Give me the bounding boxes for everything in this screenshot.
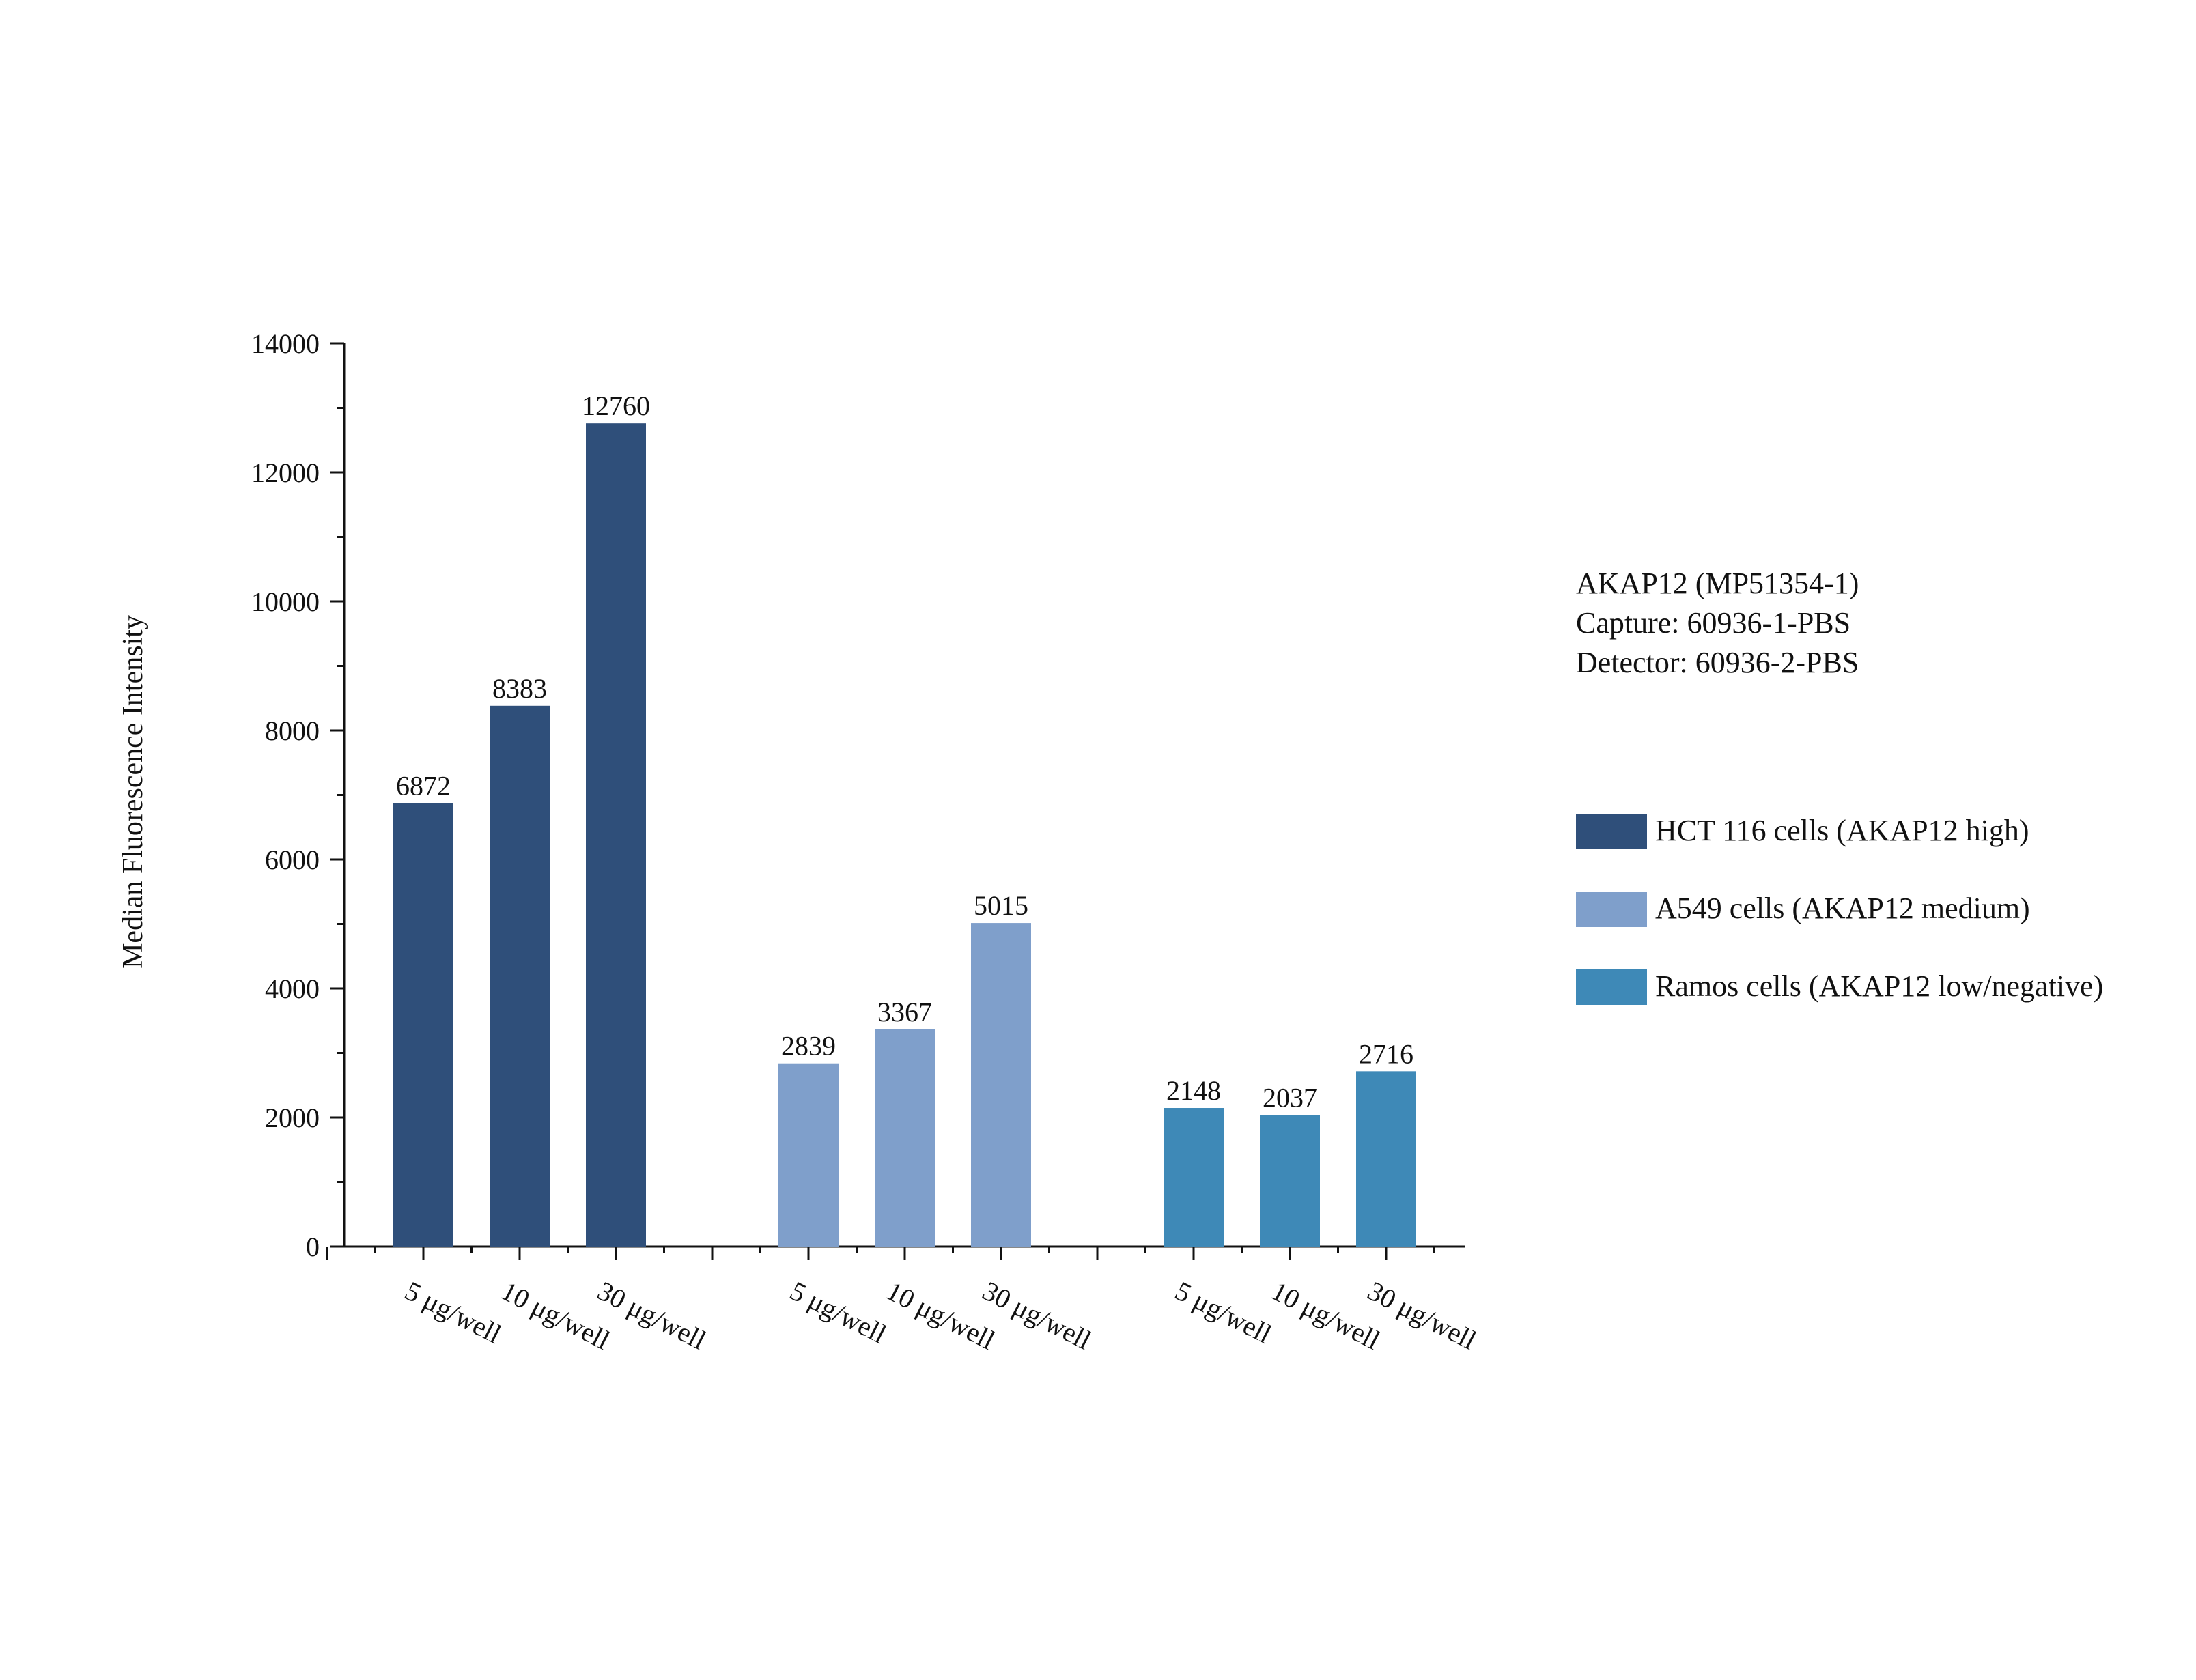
bar bbox=[586, 423, 646, 1247]
bar bbox=[1164, 1108, 1224, 1247]
bar bbox=[1260, 1115, 1320, 1247]
y-tick-label: 6000 bbox=[265, 844, 320, 875]
annotation-line: AKAP12 (MP51354-1) bbox=[1576, 567, 1859, 600]
y-tick-label: 14000 bbox=[251, 328, 320, 359]
x-tick-label: 30 μg/well bbox=[1363, 1275, 1481, 1356]
legend-label: A549 cells (AKAP12 medium) bbox=[1655, 892, 2030, 925]
y-tick-label: 2000 bbox=[265, 1102, 320, 1133]
y-tick-label: 0 bbox=[306, 1231, 320, 1262]
bars bbox=[393, 423, 1416, 1247]
x-tick-label: 5 μg/well bbox=[785, 1275, 891, 1350]
legend-swatch bbox=[1576, 892, 1647, 927]
x-tick-label: 10 μg/well bbox=[882, 1275, 1000, 1356]
legend-label: Ramos cells (AKAP12 low/negative) bbox=[1655, 969, 2104, 1003]
bar bbox=[1356, 1071, 1416, 1247]
x-tick-label: 10 μg/well bbox=[1267, 1275, 1385, 1356]
bar-value-label: 5015 bbox=[974, 890, 1028, 921]
y-tick-label: 12000 bbox=[251, 457, 320, 488]
bar bbox=[490, 705, 550, 1247]
x-tick-label: 30 μg/well bbox=[593, 1275, 711, 1356]
chart-annotation: AKAP12 (MP51354-1) Capture: 60936-1-PBS … bbox=[1576, 564, 1859, 683]
x-tick-label: 5 μg/well bbox=[1170, 1275, 1276, 1350]
bar-value-label: 2716 bbox=[1359, 1038, 1413, 1069]
bar bbox=[971, 923, 1031, 1247]
bar-value-label: 2148 bbox=[1166, 1075, 1221, 1106]
bar bbox=[778, 1063, 839, 1247]
bar bbox=[393, 803, 453, 1247]
annotation-line: Capture: 60936-1-PBS bbox=[1576, 606, 1851, 640]
bar-value-label: 3367 bbox=[877, 997, 932, 1027]
y-tick-label: 8000 bbox=[265, 715, 320, 746]
bar-value-label: 6872 bbox=[396, 771, 451, 801]
x-tick-label: 10 μg/well bbox=[496, 1275, 615, 1356]
y-tick-label: 4000 bbox=[265, 973, 320, 1004]
bar-value-label: 8383 bbox=[492, 673, 547, 704]
x-tick-label: 5 μg/well bbox=[400, 1275, 506, 1350]
bar-value-labels: 6872 8383 12760 2839 3367 5015 2148 2037 2716 bbox=[396, 390, 1413, 1113]
y-tick-label: 10000 bbox=[251, 586, 320, 617]
legend-swatch bbox=[1576, 969, 1647, 1005]
y-axis-label: Median Fluorescence Intensity bbox=[117, 615, 149, 969]
bar-value-label: 2037 bbox=[1263, 1083, 1317, 1113]
annotation-line: Detector: 60936-2-PBS bbox=[1576, 646, 1859, 679]
legend-swatch bbox=[1576, 814, 1647, 849]
x-tick-label: 30 μg/well bbox=[978, 1275, 1096, 1356]
bar-value-label: 2839 bbox=[781, 1031, 836, 1062]
bar-value-label: 12760 bbox=[582, 390, 650, 421]
bar bbox=[875, 1029, 935, 1247]
legend-label: HCT 116 cells (AKAP12 high) bbox=[1655, 814, 2029, 847]
